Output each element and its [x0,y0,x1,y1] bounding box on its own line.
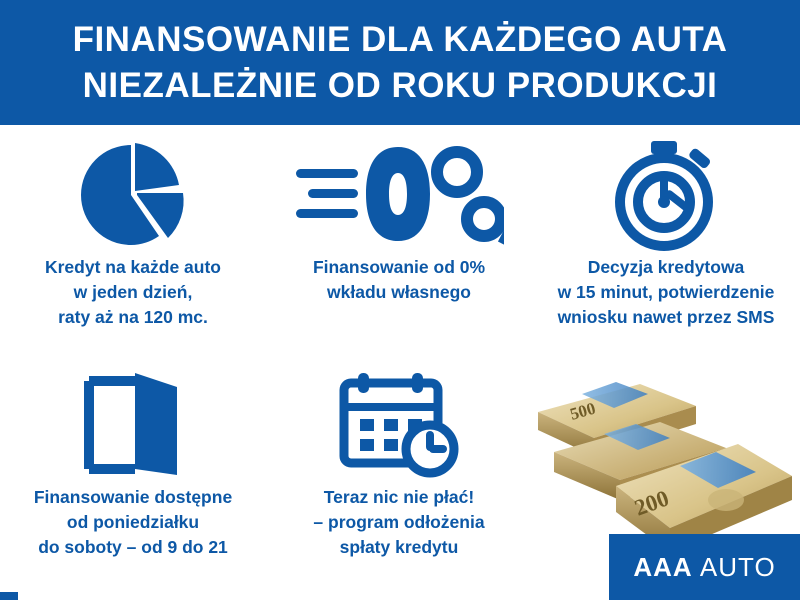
calendar-clock-icon [334,365,464,485]
logo-text-primary: AAA [633,551,692,582]
banknote-stacks-image: 500 200 [538,382,792,552]
money-photo: 500 200 [520,360,800,600]
zero-percent-icon [294,135,504,255]
feature-item-credit: Kredyt na każde auto w jeden dzień, raty… [0,135,266,330]
feature-item-zero-percent: Finansowanie od 0% wkładu własnego [266,135,532,305]
logo-text: AAA AUTO [633,552,775,583]
feature-item-deferred-payment: Teraz nic nie płać! – program odłożenia … [266,365,532,560]
header-banner: FINANSOWANIE DLA KAŻDEGO AUTA NIEZALEŻNI… [0,0,800,125]
feature-item-availability: Finansowanie dostępne od poniedziałku do… [0,365,266,560]
logo-text-secondary: AUTO [699,551,776,582]
header-line-2: NIEZALEŻNIE OD ROKU PRODUKCJI [82,65,718,105]
stopwatch-icon [601,135,731,255]
decorative-corner [0,592,18,600]
header-line-1: FINANSOWANIE DLA KAŻDEGO AUTA [72,19,728,59]
feature-caption: Finansowanie dostępne od poniedziałku do… [33,487,233,557]
aaa-auto-logo: AAA AUTO [609,534,800,600]
feature-item-decision: Decyzja kredytowa w 15 minut, potwierdze… [533,135,799,330]
open-door-icon [73,365,193,485]
feature-caption: Kredyt na każde auto w jeden dzień, raty… [44,257,222,327]
pie-chart-icon [73,135,193,255]
feature-caption: Decyzja kredytowa w 15 minut, potwierdze… [557,257,775,327]
feature-caption: Finansowanie od 0% wkładu własnego [312,257,486,302]
feature-grid: Kredyt na każde auto w jeden dzień, raty… [0,125,800,600]
feature-caption: Teraz nic nie płać! – program odłożenia … [313,487,485,557]
